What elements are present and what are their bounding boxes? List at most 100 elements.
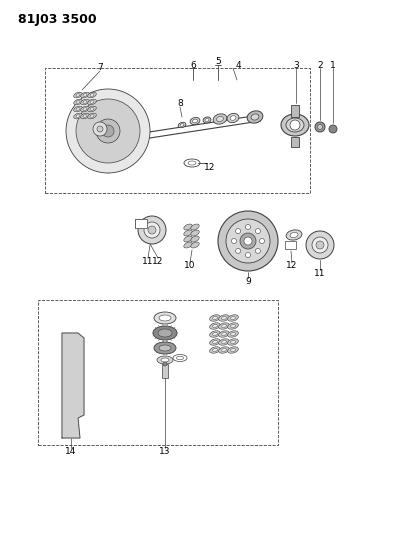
Circle shape	[236, 229, 241, 233]
Circle shape	[218, 211, 278, 271]
Text: 6: 6	[190, 61, 196, 69]
Circle shape	[76, 99, 140, 163]
Ellipse shape	[219, 315, 229, 321]
Text: 3: 3	[293, 61, 299, 69]
Ellipse shape	[83, 94, 87, 96]
Ellipse shape	[230, 317, 236, 320]
Ellipse shape	[212, 317, 217, 320]
Ellipse shape	[228, 315, 238, 321]
Ellipse shape	[76, 115, 80, 117]
Text: 12: 12	[286, 262, 298, 271]
Ellipse shape	[76, 108, 80, 110]
Ellipse shape	[210, 347, 220, 353]
Ellipse shape	[161, 358, 169, 362]
Ellipse shape	[157, 356, 173, 364]
Ellipse shape	[228, 323, 238, 329]
Text: 1: 1	[330, 61, 336, 69]
Ellipse shape	[228, 347, 238, 353]
Ellipse shape	[228, 331, 238, 337]
Ellipse shape	[230, 333, 236, 336]
Text: 5: 5	[215, 56, 221, 66]
Bar	[38, 300, 278, 445]
Ellipse shape	[286, 230, 302, 240]
Ellipse shape	[247, 111, 263, 123]
Ellipse shape	[221, 349, 227, 352]
Text: 10: 10	[184, 262, 196, 271]
Ellipse shape	[230, 116, 236, 120]
Ellipse shape	[154, 312, 176, 324]
Ellipse shape	[230, 325, 236, 328]
Text: 2: 2	[317, 61, 323, 69]
Ellipse shape	[88, 99, 96, 105]
Circle shape	[226, 219, 270, 263]
Circle shape	[244, 237, 252, 245]
Text: 81J03 3500: 81J03 3500	[18, 13, 97, 26]
Ellipse shape	[210, 323, 220, 329]
Circle shape	[148, 226, 156, 234]
Ellipse shape	[212, 349, 217, 352]
Ellipse shape	[212, 341, 217, 344]
Ellipse shape	[184, 236, 192, 242]
Ellipse shape	[76, 94, 80, 96]
Circle shape	[329, 125, 337, 133]
Ellipse shape	[212, 325, 217, 328]
Circle shape	[240, 233, 256, 249]
Ellipse shape	[219, 323, 229, 329]
Bar	[285, 241, 296, 249]
Ellipse shape	[205, 118, 209, 122]
Circle shape	[138, 216, 166, 244]
Ellipse shape	[88, 106, 96, 112]
Bar	[291, 105, 299, 117]
Ellipse shape	[191, 242, 199, 248]
Circle shape	[290, 120, 300, 130]
Circle shape	[255, 229, 260, 233]
Text: 9: 9	[245, 277, 251, 286]
Ellipse shape	[221, 333, 227, 336]
Ellipse shape	[281, 114, 309, 136]
Ellipse shape	[90, 94, 94, 96]
Ellipse shape	[210, 331, 220, 337]
Ellipse shape	[90, 108, 94, 110]
Ellipse shape	[159, 345, 171, 351]
Bar	[291, 137, 299, 147]
Ellipse shape	[158, 329, 172, 337]
Circle shape	[318, 125, 323, 130]
Ellipse shape	[221, 341, 227, 344]
Ellipse shape	[251, 114, 259, 120]
Bar	[162, 364, 168, 378]
Circle shape	[232, 238, 236, 244]
Ellipse shape	[191, 230, 199, 236]
Text: 4: 4	[235, 61, 241, 69]
Ellipse shape	[74, 106, 82, 112]
Polygon shape	[62, 333, 84, 438]
Circle shape	[102, 125, 114, 137]
Text: 12: 12	[152, 256, 164, 265]
Text: 11: 11	[314, 269, 326, 278]
Ellipse shape	[180, 124, 184, 126]
Ellipse shape	[154, 342, 176, 354]
Circle shape	[255, 248, 260, 253]
Ellipse shape	[83, 115, 87, 117]
Ellipse shape	[159, 315, 171, 321]
Ellipse shape	[230, 349, 236, 352]
Ellipse shape	[210, 339, 220, 345]
Ellipse shape	[221, 317, 227, 320]
Circle shape	[163, 362, 167, 366]
Ellipse shape	[83, 101, 87, 103]
Text: 11: 11	[142, 257, 154, 266]
Ellipse shape	[219, 347, 229, 353]
Circle shape	[245, 224, 251, 230]
Bar	[135, 219, 147, 228]
Ellipse shape	[74, 99, 82, 105]
Text: 8: 8	[177, 100, 183, 109]
Ellipse shape	[228, 339, 238, 345]
Ellipse shape	[178, 122, 186, 128]
Ellipse shape	[81, 106, 89, 112]
Text: 12: 12	[204, 163, 216, 172]
Ellipse shape	[193, 119, 197, 123]
Ellipse shape	[213, 114, 227, 124]
Ellipse shape	[191, 236, 199, 242]
Ellipse shape	[83, 108, 87, 110]
Circle shape	[260, 238, 264, 244]
Circle shape	[316, 241, 324, 249]
